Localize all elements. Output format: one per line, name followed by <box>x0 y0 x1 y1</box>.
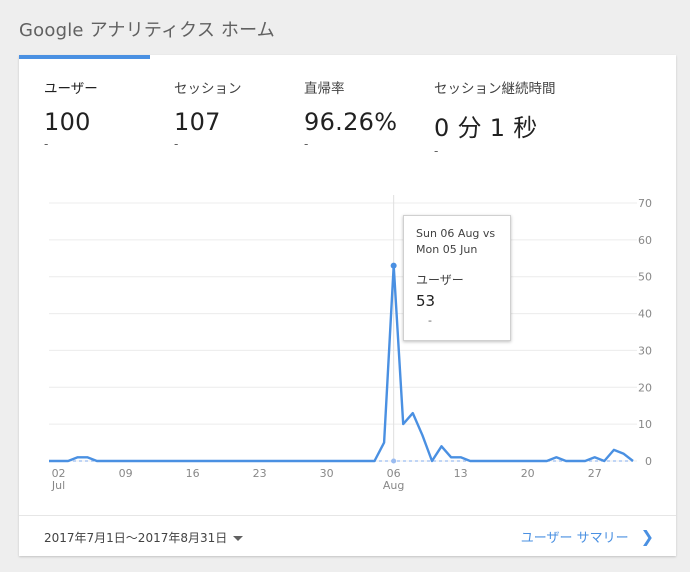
metric-bounce-rate[interactable]: 直帰率 96.26% - <box>304 77 397 150</box>
x-tick-label: 16 <box>186 467 200 480</box>
x-tick-label: 20 <box>521 467 535 480</box>
tooltip-date-line2: Mon 05 Jun <box>416 243 478 256</box>
y-tick-label: 20 <box>638 381 652 394</box>
tooltip-label: ユーザー <box>416 273 464 287</box>
analytics-card: ユーザー 100 - セッション 107 - 直帰率 96.26% - セッショ… <box>19 55 676 556</box>
y-tick-label: 50 <box>638 271 652 284</box>
tooltip-date-line1: Sun 06 Aug vs <box>416 227 496 240</box>
metric-delta: - <box>174 137 179 151</box>
date-range-label: 2017年7月1日〜2017年8月31日 <box>44 531 228 545</box>
metric-value: 0 分 1 秒 <box>434 114 538 142</box>
metric-session-duration[interactable]: セッション継続時間 0 分 1 秒 - <box>434 77 556 157</box>
metric-delta: - <box>44 137 49 151</box>
x-tick-sublabel: Jul <box>51 479 65 492</box>
metric-value: 96.26% <box>304 108 398 136</box>
y-tick-label: 40 <box>638 308 652 321</box>
metric-label: セッション継続時間 <box>434 81 556 97</box>
x-tick-label: 13 <box>454 467 468 480</box>
x-tick-sublabel: Aug <box>383 479 404 492</box>
x-tick-label: 09 <box>119 467 133 480</box>
chart-tooltip: Sun 06 Aug vs Mon 05 Jun ユーザー 53 - <box>403 215 511 341</box>
x-tick-label: 23 <box>253 467 267 480</box>
tooltip-value: 53 <box>416 292 436 310</box>
y-tick-label: 70 <box>638 197 652 210</box>
footer-divider <box>19 515 676 516</box>
highlight-compare-point <box>391 458 397 464</box>
y-tick-label: 60 <box>638 234 652 247</box>
x-tick-label: 06 <box>387 467 401 480</box>
active-tab-indicator <box>19 55 150 59</box>
y-tick-label: 30 <box>638 344 652 357</box>
user-summary-link[interactable]: ユーザー サマリー ❯ <box>521 527 654 546</box>
y-tick-label: 10 <box>638 418 652 431</box>
metric-value: 100 <box>44 108 91 136</box>
metric-label: 直帰率 <box>304 81 345 97</box>
metric-label: セッション <box>174 81 242 97</box>
x-tick-label: 30 <box>320 467 334 480</box>
metric-users[interactable]: ユーザー 100 - <box>44 77 98 150</box>
tooltip-delta: - <box>428 314 432 327</box>
page-title: Google アナリティクス ホーム <box>19 20 275 41</box>
metric-value: 107 <box>174 108 221 136</box>
metric-delta: - <box>434 144 439 158</box>
metric-sessions[interactable]: セッション 107 - <box>174 77 242 150</box>
user-summary-label: ユーザー サマリー <box>520 531 629 546</box>
x-tick-label: 02 <box>52 467 66 480</box>
y-tick-label: 0 <box>645 455 652 468</box>
chevron-right-icon: ❯ <box>640 527 654 546</box>
metric-label: ユーザー <box>44 81 98 97</box>
x-tick-label: 27 <box>588 467 602 480</box>
series-users-line <box>49 264 634 463</box>
metric-delta: - <box>304 137 309 151</box>
highlight-point <box>390 262 397 269</box>
caret-down-icon <box>233 536 244 541</box>
date-range-selector[interactable]: 2017年7月1日〜2017年8月31日 <box>44 529 244 546</box>
